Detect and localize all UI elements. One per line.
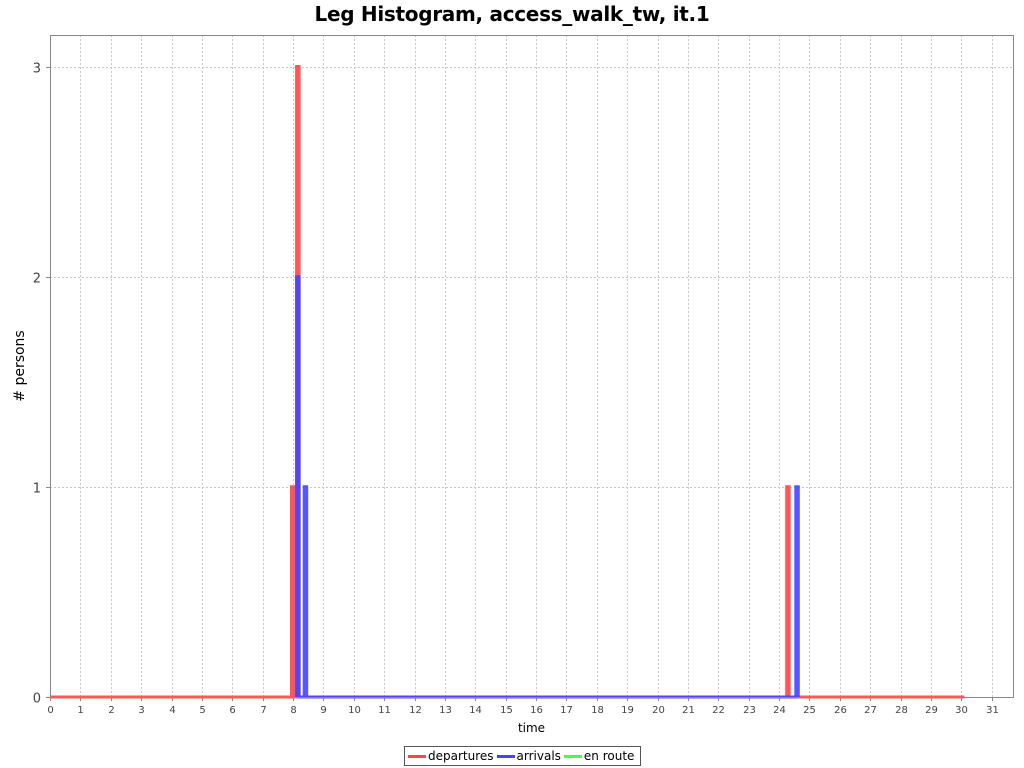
y-tick-label: 2 bbox=[33, 272, 41, 287]
x-tick-label: 3 bbox=[138, 705, 144, 716]
x-tick-label: 15 bbox=[500, 705, 513, 716]
x-axis-label: time bbox=[518, 721, 545, 735]
legend-item-departures: departures bbox=[408, 749, 494, 763]
y-tick-label: 1 bbox=[33, 482, 41, 497]
x-tick-label: 28 bbox=[895, 705, 908, 716]
x-tick-label: 0 bbox=[47, 705, 53, 716]
x-tick-label: 7 bbox=[260, 705, 266, 716]
x-tick-label: 23 bbox=[743, 705, 756, 716]
x-tick-label: 6 bbox=[229, 705, 235, 716]
x-tick-label: 5 bbox=[199, 705, 205, 716]
x-tick-label: 13 bbox=[439, 705, 452, 716]
x-tick-label: 29 bbox=[925, 705, 938, 716]
x-tick-label: 20 bbox=[652, 705, 665, 716]
x-tick-label: 14 bbox=[469, 705, 482, 716]
x-tick-label: 1 bbox=[77, 705, 83, 716]
legend-swatch bbox=[408, 754, 426, 758]
series-layer bbox=[50, 65, 965, 699]
series-line-departures bbox=[50, 65, 965, 699]
x-axis: 0 1 2 3 4 5 6 7 8 9 10 11 12 13 14 15 16 17 18 19 20 21 22 23 24… bbox=[47, 697, 999, 716]
series-line-arrivals bbox=[295, 275, 800, 699]
x-tick-label: 17 bbox=[560, 705, 573, 716]
x-tick-label: 2 bbox=[108, 705, 114, 716]
x-tick-label: 12 bbox=[409, 705, 422, 716]
x-tick-label: 27 bbox=[864, 705, 877, 716]
x-tick-label: 8 bbox=[290, 705, 296, 716]
x-tick-label: 25 bbox=[803, 705, 816, 716]
legend-item-arrivals: arrivals bbox=[496, 749, 561, 763]
legend-label: arrivals bbox=[516, 749, 561, 763]
x-tick-label: 22 bbox=[712, 705, 725, 716]
x-tick-label: 10 bbox=[348, 705, 361, 716]
y-axis: 0 1 2 3 bbox=[33, 62, 50, 707]
legend-item-en-route: en route bbox=[563, 749, 635, 763]
x-tick-label: 26 bbox=[834, 705, 847, 716]
legend-label: en route bbox=[583, 749, 635, 763]
y-tick-label: 0 bbox=[33, 692, 41, 707]
x-tick-label: 30 bbox=[955, 705, 968, 716]
legend: departures arrivals en route bbox=[404, 746, 642, 766]
x-tick-label: 31 bbox=[986, 705, 999, 716]
x-tick-label: 9 bbox=[320, 705, 326, 716]
legend-label: departures bbox=[428, 749, 494, 763]
grid bbox=[50, 35, 1013, 697]
x-tick-label: 11 bbox=[378, 705, 391, 716]
x-tick-label: 18 bbox=[591, 705, 604, 716]
chart-title: Leg Histogram, access_walk_tw, it.1 bbox=[314, 2, 710, 26]
y-tick-label: 3 bbox=[33, 62, 41, 77]
legend-swatch bbox=[563, 754, 582, 758]
y-axis-label: # persons bbox=[12, 330, 28, 401]
x-tick-label: 19 bbox=[621, 705, 634, 716]
x-tick-label: 24 bbox=[773, 705, 786, 716]
x-tick-label: 16 bbox=[530, 705, 543, 716]
x-tick-label: 4 bbox=[169, 705, 175, 716]
plot-frame bbox=[50, 35, 1014, 698]
x-tick-label: 21 bbox=[682, 705, 695, 716]
legend-swatch bbox=[496, 754, 515, 758]
